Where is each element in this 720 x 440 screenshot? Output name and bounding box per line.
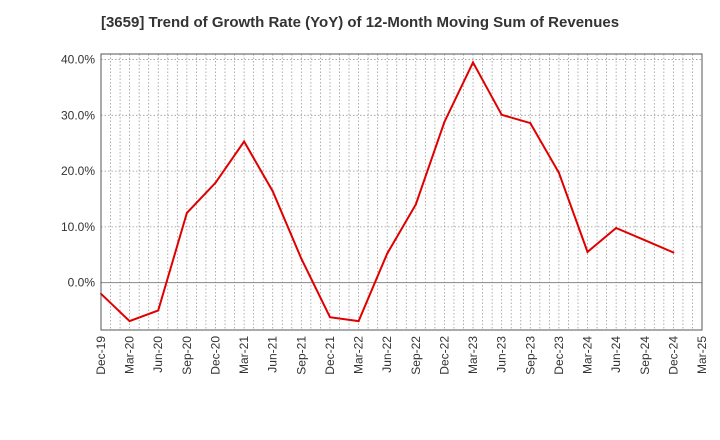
data-point (128, 320, 131, 323)
data-point (672, 251, 675, 254)
x-tick-label: Sep-23 (523, 336, 537, 375)
x-tick-label: Mar-23 (466, 336, 480, 374)
x-tick-labels: Dec-19 Mar-20 Jun-20 Sep-20 Dec-20 Mar-21 Jun-… (94, 336, 709, 375)
data-point (271, 190, 274, 193)
y-tick-labels: 0.0% 10.0% 20.0% 30.0% 40.0% (61, 53, 95, 290)
data-point (214, 181, 217, 184)
data-point (500, 113, 503, 116)
x-tick-label: Sep-24 (638, 336, 652, 375)
data-point (386, 252, 389, 255)
chart-title: [3659] Trend of Growth Rate (YoY) of 12-… (100, 14, 620, 31)
x-tick-label: Sep-20 (180, 336, 194, 375)
data-point (185, 211, 188, 214)
data-point (472, 61, 475, 64)
x-tick-label: Dec-22 (437, 336, 451, 375)
x-tick-label: Mar-21 (237, 336, 251, 374)
x-tick-label: Dec-21 (323, 336, 337, 375)
x-tick-label: Jun-22 (380, 336, 394, 373)
grid (101, 54, 702, 330)
data-point (157, 309, 160, 312)
x-tick-label: Dec-23 (552, 336, 566, 375)
x-tick-label: Jun-23 (495, 336, 509, 373)
y-tick-label: 40.0% (61, 53, 95, 67)
data-point (615, 226, 618, 229)
x-tick-label: Jun-21 (266, 336, 280, 373)
x-tick-label: Sep-21 (294, 336, 308, 375)
x-tick-label: Jun-20 (151, 336, 165, 373)
data-point (529, 122, 532, 125)
plot-frame (100, 53, 703, 331)
data-point (586, 250, 589, 253)
data-point (414, 203, 417, 206)
data-point (357, 320, 360, 323)
data-point (443, 121, 446, 124)
x-tick-label: Mar-24 (581, 336, 595, 374)
y-tick-label: 10.0% (61, 220, 95, 234)
data-point (300, 257, 303, 260)
data-point (328, 316, 331, 319)
data-point (557, 171, 560, 174)
x-tick-label: Mar-20 (123, 336, 137, 374)
data-point (643, 239, 646, 242)
x-tick-label: Sep-22 (409, 336, 423, 375)
y-tick-label: 20.0% (61, 164, 95, 178)
y-tick-label: 0.0% (68, 276, 96, 290)
x-tick-label: Dec-24 (666, 336, 680, 375)
x-tick-label: Mar-22 (352, 336, 366, 374)
y-tick-label: 30.0% (61, 108, 95, 122)
x-tick-label: Dec-19 (94, 336, 108, 375)
data-point (243, 140, 246, 143)
x-tick-label: Jun-24 (609, 336, 623, 373)
x-tick-label: Dec-20 (208, 336, 222, 375)
x-tick-label: Mar-25 (695, 336, 709, 374)
